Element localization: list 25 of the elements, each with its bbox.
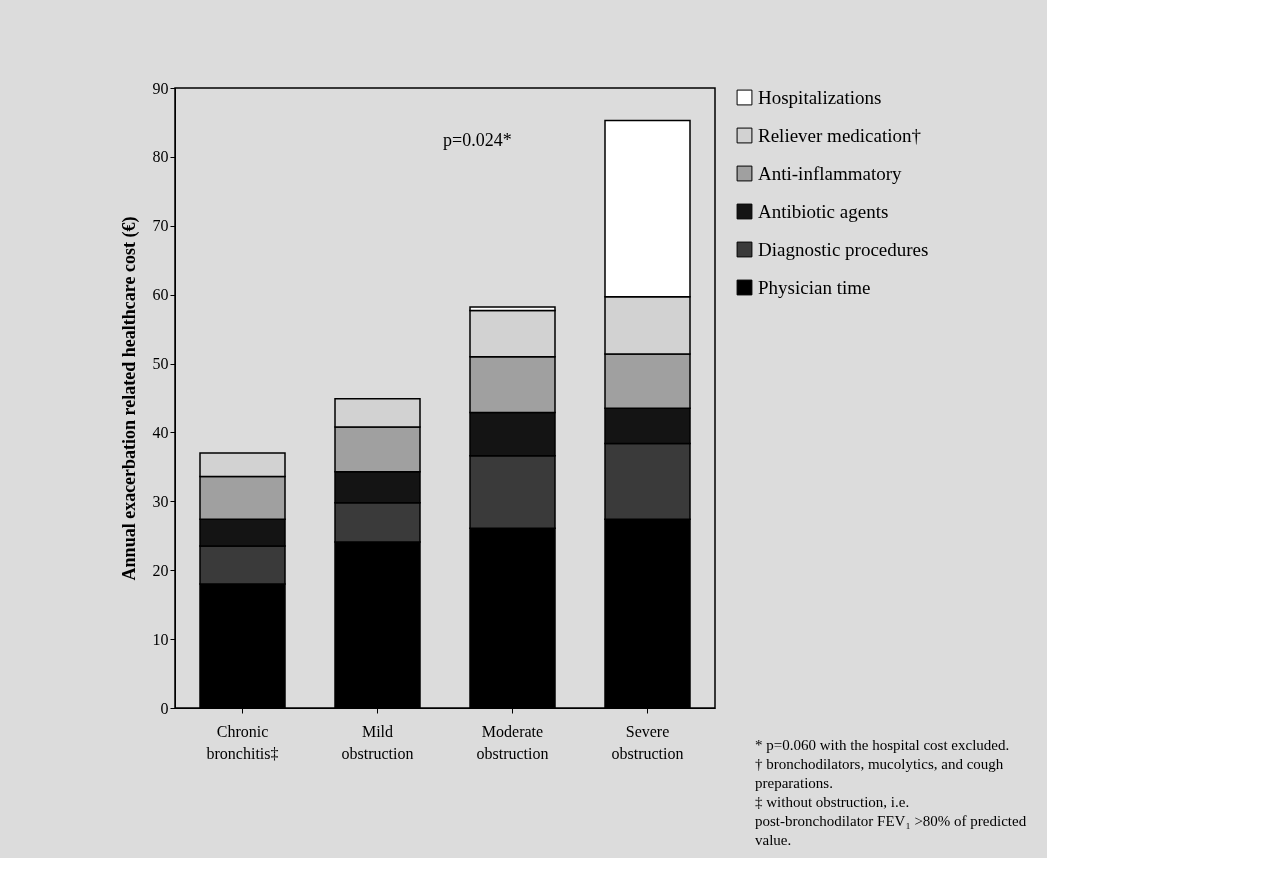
- y-tick-label: 20: [152, 561, 169, 579]
- legend-label: Hospitalizations: [758, 86, 882, 108]
- y-tick-label: 0: [160, 699, 169, 717]
- x-tick-label: Moderate obstruction: [476, 722, 549, 762]
- text: † bronchodilators, mucolytics, and cough preparations.: [755, 756, 1004, 791]
- annotation: p=0.024*: [443, 129, 512, 150]
- legend-label: Anti-inflammatory: [758, 162, 903, 184]
- y-axis-title: Annual exacerbation related healthcare cost (€): [118, 216, 140, 581]
- legend-label: Antibiotic agents: [758, 200, 889, 222]
- y-tick-label: 70: [152, 217, 169, 235]
- x-tick-label: Severe obstruction: [611, 722, 684, 762]
- y-tick-label: 30: [152, 492, 169, 510]
- x-tick-label: Mild obstruction: [341, 722, 414, 762]
- y-tick-label: 10: [152, 630, 169, 648]
- y-tick-label: 90: [152, 79, 169, 97]
- y-tick-label: 40: [152, 423, 169, 441]
- text: * p=0.060 with the hospital cost excluded.: [755, 737, 1010, 753]
- y-tick-label: 50: [152, 355, 169, 373]
- legend-label: Reliever medication†: [758, 124, 922, 146]
- legend-label: Diagnostic procedures: [758, 238, 929, 260]
- x-tick-label: Chronic bronchitis‡: [206, 722, 279, 762]
- y-tick-label: 60: [152, 286, 169, 304]
- y-tick-label: 80: [152, 148, 169, 166]
- legend-label: Physician time: [758, 276, 871, 298]
- text: ‡ without obstruction, i.e. post-bronchodilator FEV₁ >80% of predicted value.: [755, 794, 1027, 848]
